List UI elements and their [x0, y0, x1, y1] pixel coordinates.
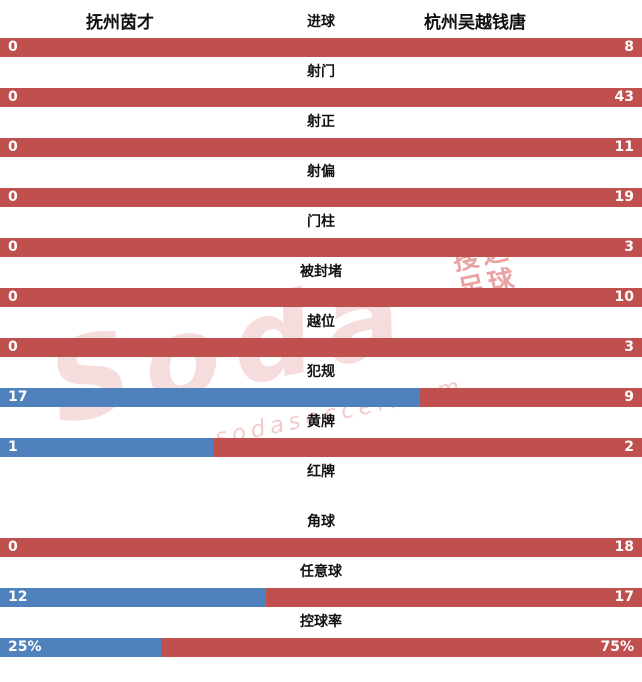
- away-value: 2: [624, 439, 634, 455]
- stat-label-7: 犯规: [307, 364, 335, 380]
- home-bar-segment: [0, 388, 420, 407]
- stat-label-3: 射偏: [307, 164, 335, 180]
- home-value: 0: [8, 139, 18, 155]
- away-value: 8: [624, 39, 634, 55]
- home-value: 0: [8, 39, 18, 55]
- home-value: 0: [8, 289, 18, 305]
- stat-label-5: 被封堵: [300, 264, 342, 280]
- stat-bar-3: 0 19: [0, 188, 642, 207]
- away-value: 11: [614, 139, 634, 155]
- stat-bar-1: 0 43: [0, 88, 642, 107]
- stat-bar-empty-9: [0, 488, 642, 507]
- away-value: 3: [624, 339, 634, 355]
- stat-bar-10: 0 18: [0, 538, 642, 557]
- home-bar-segment: [0, 438, 214, 457]
- away-value: 9: [624, 389, 634, 405]
- home-value: 25%: [8, 639, 42, 655]
- home-value: 0: [8, 239, 18, 255]
- home-value: 0: [8, 339, 18, 355]
- away-value: 10: [614, 289, 634, 305]
- away-value: 43: [614, 89, 634, 105]
- home-bar-segment: [0, 638, 161, 657]
- stats-list: 0 8 射门 0 43 射正 0 11 射偏 0 19 门柱 0 3 被封堵 0 10 越位 0 3 犯规 17 9 黄牌 1 2…: [0, 38, 642, 657]
- away-value: 17: [614, 589, 634, 605]
- home-value: 0: [8, 189, 18, 205]
- stat-label-1: 射门: [307, 64, 335, 80]
- stat-bar-12: 25% 75%: [0, 638, 642, 657]
- stat-bar-5: 0 10: [0, 288, 642, 307]
- stat-label-4: 门柱: [307, 214, 335, 230]
- stats-content: 抚州茵才 进球 杭州吴越钱唐 0 8 射门 0 43 射正 0 11 射偏 0 19 门柱 0 3 被封堵 0…: [0, 0, 642, 657]
- away-value: 19: [614, 189, 634, 205]
- stat-label-2: 射正: [307, 114, 335, 130]
- stat-label-6: 越位: [307, 314, 335, 330]
- stat-bar-2: 0 11: [0, 138, 642, 157]
- home-value: 1: [8, 439, 18, 455]
- away-value: 18: [614, 539, 634, 555]
- stat-label-11: 任意球: [300, 564, 342, 580]
- home-bar-segment: [0, 588, 266, 607]
- stat-bar-11: 12 17: [0, 588, 642, 607]
- stat-label-0: 进球: [307, 14, 335, 30]
- away-value: 3: [624, 239, 634, 255]
- stat-label-12: 控球率: [300, 614, 342, 630]
- home-value: 17: [8, 389, 28, 405]
- stat-label-10: 角球: [307, 514, 335, 530]
- home-team-name: 抚州茵才: [86, 13, 154, 33]
- away-value: 75%: [600, 639, 634, 655]
- home-value: 12: [8, 589, 28, 605]
- away-team-name: 杭州吴越钱唐: [424, 13, 526, 33]
- home-value: 0: [8, 539, 18, 555]
- stat-label-9: 红牌: [307, 464, 335, 480]
- stat-bar-7: 17 9: [0, 388, 642, 407]
- header-row: 抚州茵才 进球 杭州吴越钱唐: [0, 0, 642, 38]
- home-value: 0: [8, 89, 18, 105]
- stat-label-8: 黄牌: [307, 414, 335, 430]
